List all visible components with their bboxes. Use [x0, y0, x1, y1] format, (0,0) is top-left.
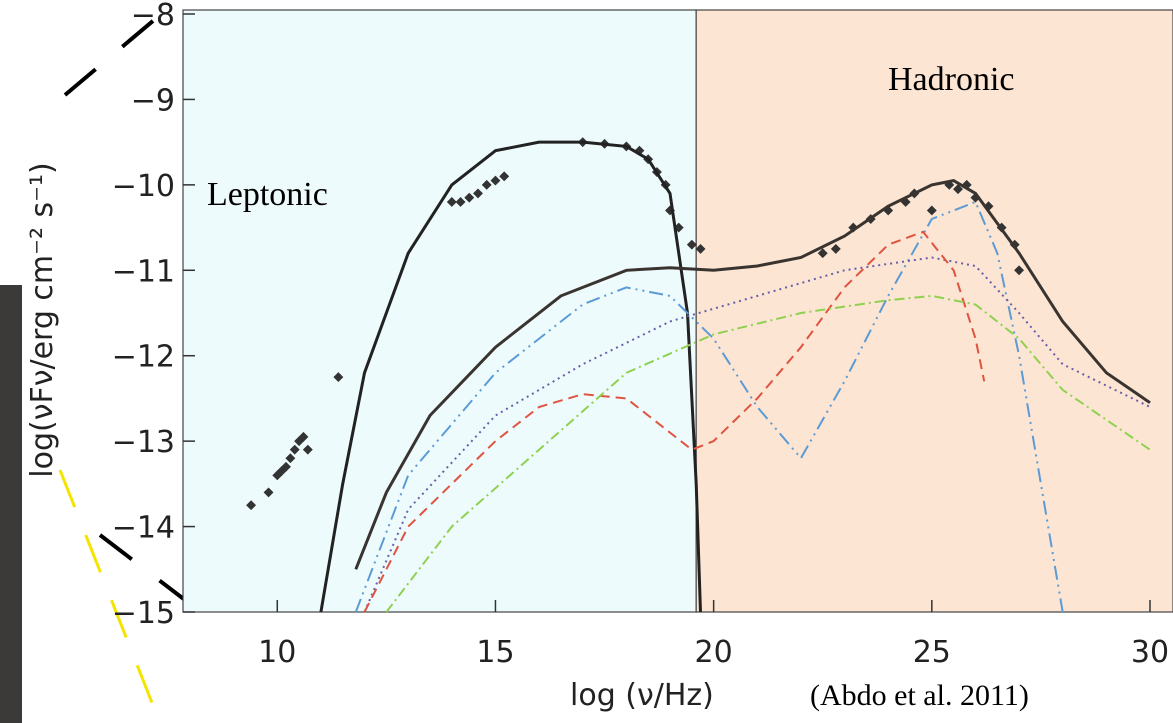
- data-point: [464, 192, 475, 203]
- model-curve: [363, 230, 986, 613]
- x-tick-label: 15: [476, 635, 514, 670]
- x-tick-label: 25: [913, 635, 951, 670]
- y-tick-label: −13: [112, 425, 175, 460]
- y-tick-label: −14: [112, 511, 175, 546]
- decor-dashed-line: [98, 533, 187, 602]
- data-point: [446, 196, 457, 207]
- model-curve: [319, 140, 702, 613]
- data-point: [298, 431, 309, 442]
- y-tick-label: −8: [131, 0, 175, 33]
- citation: (Abdo et al. 2011): [810, 679, 1029, 712]
- annotation: Hadronic: [888, 61, 1015, 98]
- data-point: [289, 444, 300, 455]
- model-curve: [354, 200, 1064, 613]
- decor-dashed-line: [58, 469, 162, 723]
- data-point: [695, 243, 706, 254]
- data-point: [285, 453, 296, 464]
- region: [182, 9, 697, 613]
- data-point: [817, 248, 828, 259]
- y-tick-label: −15: [112, 596, 175, 631]
- x-tick-label: 30: [1131, 635, 1169, 670]
- data-point: [1014, 265, 1025, 276]
- plot-area: Leptonic Hadronic −15 −14 −13 −12 −11 −10 −9 −8 10…: [112, 0, 1173, 670]
- data-point: [333, 372, 344, 383]
- model-curve: [354, 179, 1151, 570]
- x-axis-label: log (ν/Hz): [570, 678, 714, 713]
- data-point: [953, 184, 963, 195]
- x-tick-label: 20: [695, 635, 733, 670]
- model-curve: [385, 294, 1151, 613]
- y-axis-label: log(νFν/erg cm⁻² s⁻¹): [25, 162, 60, 477]
- data-point: [499, 171, 510, 182]
- data-point: [473, 188, 483, 199]
- region: [695, 9, 1173, 613]
- data-point: [490, 175, 501, 186]
- y-tick-label: −9: [131, 83, 175, 118]
- x-tick-label: 10: [258, 635, 296, 670]
- data-point: [455, 196, 466, 207]
- data-point: [481, 179, 492, 190]
- decor-dashed-line: [63, 13, 162, 97]
- data-point: [281, 461, 291, 472]
- data-point: [926, 205, 937, 216]
- y-tick-label: −11: [112, 254, 175, 289]
- annotation: Leptonic: [207, 176, 328, 213]
- data-point: [830, 243, 841, 254]
- data-point: [246, 500, 257, 511]
- background-image-fragment: [0, 285, 22, 723]
- data-point: [263, 487, 274, 498]
- data-point: [686, 239, 697, 250]
- y-tick-label: −12: [112, 340, 175, 375]
- data-point: [302, 444, 313, 455]
- y-tick-label: −10: [112, 169, 175, 204]
